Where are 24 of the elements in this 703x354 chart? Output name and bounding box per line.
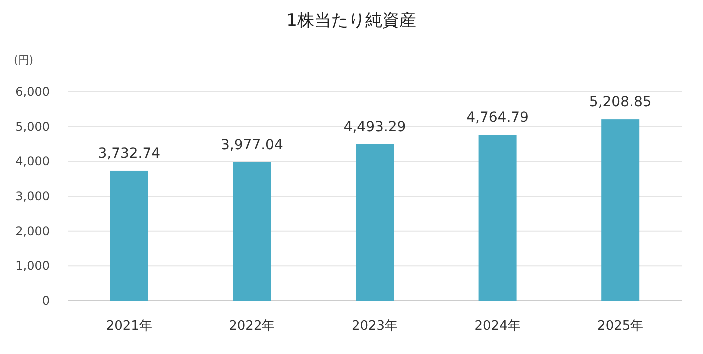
y-tick-label: 3,000 (16, 190, 50, 204)
data-label: 4,493.29 (344, 119, 406, 136)
x-tick-label: 2021年 (106, 319, 152, 334)
y-tick-label: 4,000 (16, 154, 50, 169)
y-tick-label: 5,000 (16, 120, 50, 134)
y-tick-label: 2,000 (16, 224, 50, 238)
y-axis-title: (円) (14, 54, 34, 67)
y-tick-label: 0 (42, 294, 50, 308)
bar (602, 120, 640, 301)
data-label: 4,764.79 (466, 110, 529, 126)
x-tick-label: 2023年 (352, 319, 398, 334)
y-tick-label: 1,000 (16, 259, 50, 274)
bar (110, 170, 148, 301)
bar (233, 162, 272, 301)
y-tick-label: 6,000 (16, 85, 50, 99)
data-label: 5,208.85 (589, 94, 652, 111)
chart-title: 1株当たり純資産 (286, 11, 416, 31)
x-tick-label: 2022年 (229, 319, 276, 334)
bar (356, 144, 394, 301)
bar (478, 135, 517, 301)
x-tick-label: 2024年 (474, 319, 521, 334)
x-tick-label: 2025年 (598, 319, 644, 334)
data-label: 3,977.04 (221, 137, 284, 154)
data-label: 3,732.74 (98, 146, 161, 162)
